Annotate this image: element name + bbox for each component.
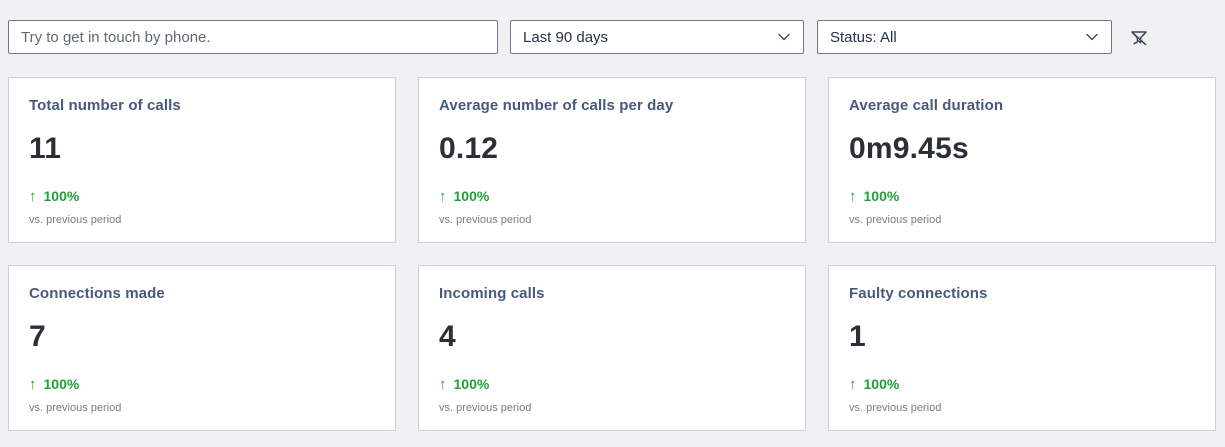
filter-clear-icon xyxy=(1131,31,1147,46)
card-title: Average number of calls per day xyxy=(439,97,674,114)
card-title: Average call duration xyxy=(849,97,1004,114)
trend-value: 100% xyxy=(863,376,900,392)
trend-up-icon: ↑ xyxy=(849,188,857,205)
compare-label: vs. previous period xyxy=(849,214,942,226)
stat-card-avg-calls-per-day: Average number of calls per day 0.12 ↑ 1… xyxy=(418,77,806,243)
compare-label: vs. previous period xyxy=(439,214,532,226)
compare-label: vs. previous period xyxy=(29,214,122,226)
stat-card-avg-call-duration: Average call duration 0m9.45s ↑ 100% vs.… xyxy=(828,77,1216,243)
clear-filter-button[interactable] xyxy=(1125,24,1153,52)
card-value: 0m9.45s xyxy=(849,132,969,165)
status-value: Status: All xyxy=(830,28,897,46)
search-input[interactable] xyxy=(8,20,498,54)
compare-label: vs. previous period xyxy=(849,402,942,414)
card-title: Incoming calls xyxy=(439,285,545,302)
card-value: 1 xyxy=(849,320,866,353)
card-title: Faulty connections xyxy=(849,285,988,302)
trend-row: ↑ 100% xyxy=(849,188,1195,205)
trend-value: 100% xyxy=(453,188,490,204)
compare-label: vs. previous period xyxy=(439,402,532,414)
trend-up-icon: ↑ xyxy=(439,376,447,393)
card-title: Connections made xyxy=(29,285,165,302)
trend-value: 100% xyxy=(43,188,80,204)
compare-label: vs. previous period xyxy=(29,402,122,414)
date-range-select[interactable]: Last 90 days xyxy=(510,20,804,54)
trend-value: 100% xyxy=(863,188,900,204)
card-value: 0.12 xyxy=(439,132,499,165)
trend-up-icon: ↑ xyxy=(29,188,37,205)
status-select[interactable]: Status: All xyxy=(817,20,1112,54)
card-value: 4 xyxy=(439,320,456,353)
stat-card-faulty-connections: Faulty connections 1 ↑ 100% vs. previous… xyxy=(828,265,1216,431)
trend-up-icon: ↑ xyxy=(29,376,37,393)
stat-card-incoming-calls: Incoming calls 4 ↑ 100% vs. previous per… xyxy=(418,265,806,431)
stat-card-connections-made: Connections made 7 ↑ 100% vs. previous p… xyxy=(8,265,396,431)
date-range-value: Last 90 days xyxy=(523,28,609,46)
trend-value: 100% xyxy=(43,376,80,392)
trend-row: ↑ 100% xyxy=(439,188,785,205)
card-value: 7 xyxy=(29,320,46,353)
stat-card-total-calls: Total number of calls 11 ↑ 100% vs. prev… xyxy=(8,77,396,243)
trend-row: ↑ 100% xyxy=(439,376,785,393)
chevron-down-icon xyxy=(778,33,790,41)
trend-value: 100% xyxy=(453,376,490,392)
trend-row: ↑ 100% xyxy=(29,376,375,393)
trend-up-icon: ↑ xyxy=(849,376,857,393)
card-value: 11 xyxy=(29,132,62,165)
trend-row: ↑ 100% xyxy=(849,376,1195,393)
card-title: Total number of calls xyxy=(29,97,181,114)
trend-row: ↑ 100% xyxy=(29,188,375,205)
chevron-down-icon xyxy=(1086,33,1098,41)
trend-up-icon: ↑ xyxy=(439,188,447,205)
